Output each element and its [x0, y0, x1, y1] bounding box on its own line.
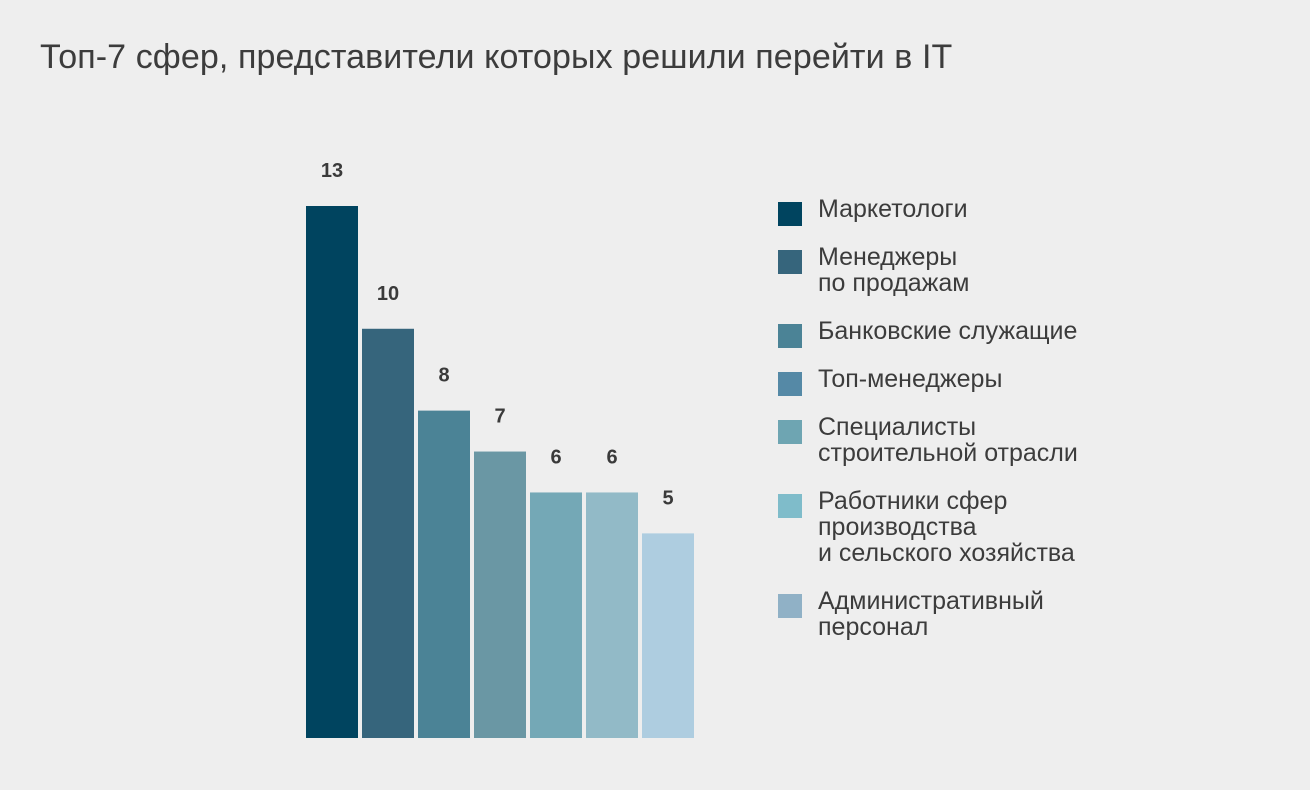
legend-swatch-3: [778, 324, 802, 348]
legend-swatch-5: [778, 420, 802, 444]
bar-value-label-1: 13: [321, 160, 343, 182]
legend-swatch-4: [778, 372, 802, 396]
bar-1: [306, 206, 358, 738]
legend-swatch-1: [778, 202, 802, 226]
bar-value-label-2: 10: [377, 283, 399, 305]
bar-value-label-6: 6: [606, 446, 617, 468]
bar-4: [474, 451, 526, 738]
legend-label-5: Специалисты строительной отрасли: [818, 413, 1078, 467]
legend-label-3: Банковские служащие: [818, 317, 1078, 345]
legend-label-2: Менеджеры по продажам: [818, 243, 970, 297]
bar-value-label-5: 6: [550, 446, 561, 468]
legend-swatch-7: [778, 594, 802, 618]
bar-6: [586, 492, 638, 738]
legend-label-4: Топ-менеджеры: [818, 365, 1003, 393]
legend-swatch-6: [778, 494, 802, 518]
bar-3: [418, 410, 470, 738]
bar-value-label-3: 8: [438, 365, 449, 387]
chart-title: Топ-7 сфер, представители которых решили…: [40, 38, 953, 76]
legend-label-1: Маркетологи: [818, 195, 968, 223]
legend-label-6: Работники сфер производства и сельского …: [818, 487, 1075, 567]
bar-7: [642, 533, 694, 738]
bar-2: [362, 328, 414, 738]
bar-value-label-4: 7: [494, 406, 505, 428]
bar-value-label-7: 5: [662, 487, 673, 509]
legend-swatch-2: [778, 250, 802, 274]
bars-group: [306, 206, 694, 738]
bar-5: [530, 492, 582, 738]
bar-value-labels-group: 13 10 8 7 6 6 5: [321, 160, 674, 509]
legend-label-7: Административный персонал: [818, 587, 1044, 641]
